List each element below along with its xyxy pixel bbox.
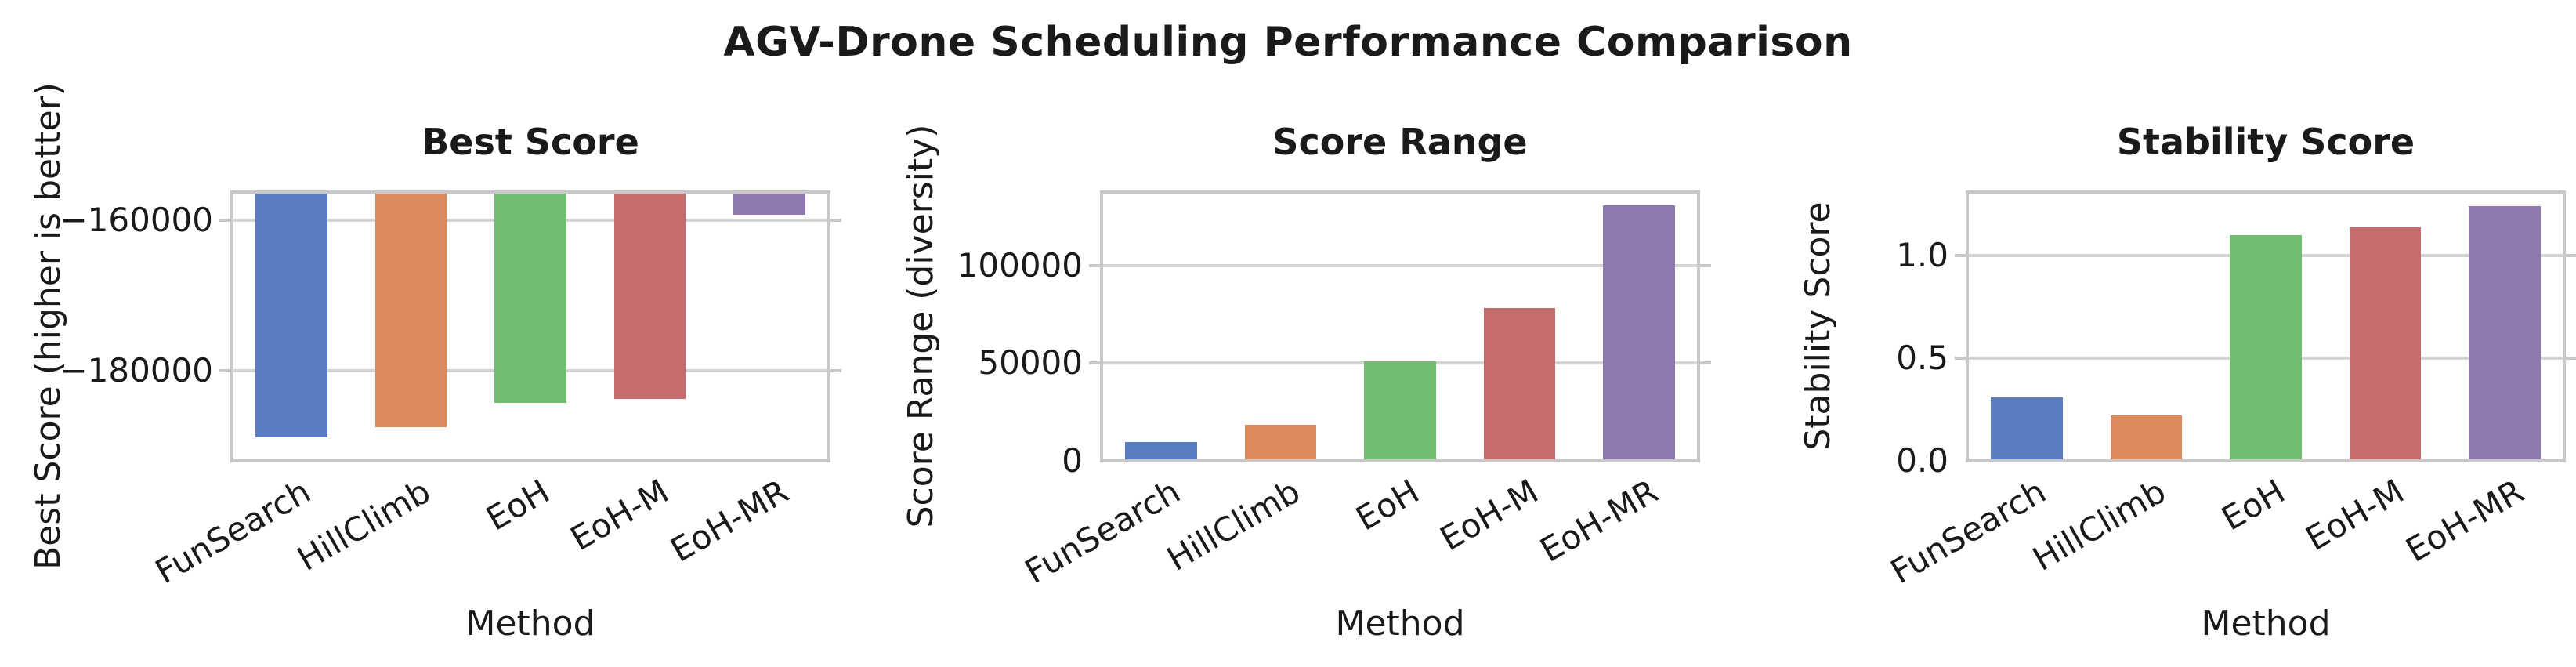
bar-eoh-m (2349, 227, 2422, 461)
plot-area-score-range (1089, 190, 1711, 462)
y-tick-label: 0.5 (1896, 339, 1948, 378)
axis-tick-mark (1089, 361, 1100, 365)
y-tick-label: 1.0 (1896, 236, 1948, 275)
figure-title: AGV-Drone Scheduling Performance Compari… (723, 19, 1853, 66)
bar-funsearch (255, 192, 327, 438)
axis-tick-mark (1700, 361, 1711, 365)
axis-tick-mark (1089, 263, 1100, 267)
bar-hillclimb (374, 192, 447, 427)
axis-tick-mark (1700, 263, 1711, 267)
x-axis-label-method: Method (1335, 604, 1465, 643)
x-axis-label-method: Method (2201, 604, 2331, 643)
bar-hillclimb (2110, 415, 2183, 461)
axis-tick-mark (2566, 254, 2576, 258)
bar-funsearch (1991, 397, 2063, 461)
y-tick-label: −160000 (60, 201, 213, 240)
axis-tick-mark (2566, 357, 2576, 361)
bar-funsearch (1125, 442, 1197, 461)
axis-tick-mark (219, 219, 230, 223)
bar-eoh (1364, 361, 1436, 461)
x-axis-label-method: Method (465, 604, 595, 643)
bar-hillclimb (1244, 424, 1317, 461)
y-axis-label-best-score: Best Score (higher is better) (28, 82, 68, 570)
axis-tick-mark (830, 219, 841, 223)
y-tick-label: 0 (1062, 441, 1083, 480)
bar-eoh-mr (733, 192, 805, 215)
bar-eoh-mr (2469, 206, 2541, 461)
chart-best-score: Best Score Best Score (higher is better)… (0, 0, 867, 667)
subplot-title-stability-score: Stability Score (2116, 121, 2415, 163)
axis-tick-mark (1955, 254, 1966, 258)
y-tick-label: 100000 (957, 245, 1083, 285)
axis-tick-mark (1955, 357, 1966, 361)
plot-area-stability-score (1955, 190, 2576, 462)
y-tick-label: 50000 (978, 343, 1083, 382)
y-tick-label: 0.0 (1896, 441, 1948, 480)
chart-score-range: Score Range Score Range (diversity) Meth… (843, 0, 1736, 667)
bar-eoh-m (1483, 308, 1556, 461)
bar-eoh (494, 192, 566, 404)
plot-area-best-score (219, 190, 841, 462)
gridline (1102, 263, 1699, 267)
axis-tick-mark (219, 369, 230, 373)
chart-stability-score: Stability Score Stability Score Method 0… (1709, 0, 2576, 667)
axis-tick-mark (830, 369, 841, 373)
bar-eoh (2230, 234, 2302, 461)
y-tick-label: −180000 (60, 351, 213, 390)
subplot-title-best-score: Best Score (421, 121, 639, 163)
bar-eoh-m (613, 192, 686, 400)
subplot-title-score-range: Score Range (1272, 121, 1528, 163)
bar-eoh-mr (1603, 205, 1675, 461)
